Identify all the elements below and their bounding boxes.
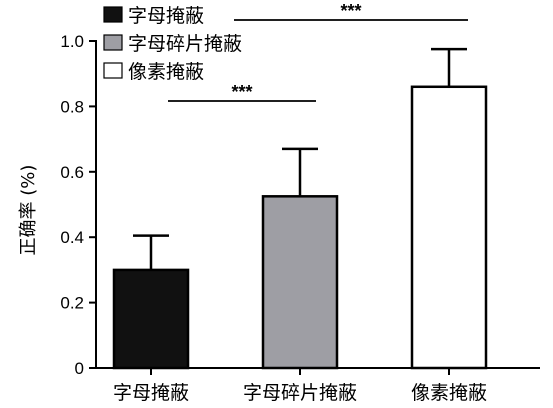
y-tick-label: 0.4 [60,228,84,247]
legend-label: 字母掩蔽 [128,5,204,27]
bars [112,85,488,370]
x-tick-label: 字母碎片掩蔽 [243,382,357,404]
legend-swatch [103,34,123,51]
error-bars [133,47,467,270]
y-tick-label: 0.2 [60,294,84,313]
x-tick-label: 字母掩蔽 [113,382,189,404]
y-tick-label: 0.6 [60,163,84,182]
bar [112,268,190,370]
y-tick-label: 0.8 [60,97,84,116]
significance-annotations: *** *** [168,1,468,102]
significance-label: *** [340,1,361,21]
legend-swatch [103,62,123,79]
y-tick-label: 0 [75,359,84,378]
significance-label: *** [231,82,252,102]
y-tick-label: 1.0 [60,32,84,51]
legend-swatch [103,6,123,23]
legend-label: 字母碎片掩蔽 [128,33,242,55]
legend-label: 像素掩蔽 [128,61,204,83]
bar [410,85,488,370]
bar [261,195,339,370]
y-axis-label: 正确率 (%) [18,165,39,256]
x-tick-label: 像素掩蔽 [411,382,487,404]
